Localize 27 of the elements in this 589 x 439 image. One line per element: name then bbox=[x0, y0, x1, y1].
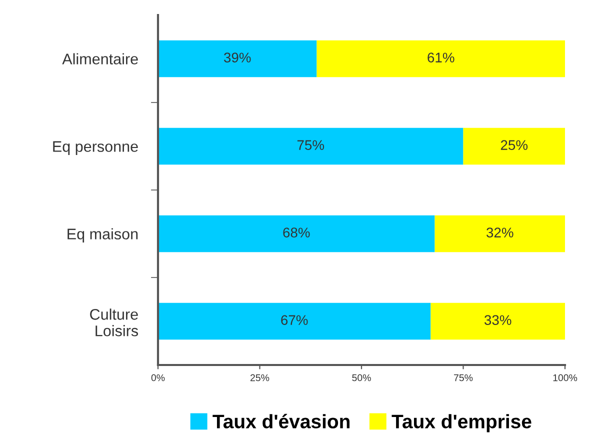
x-tick-label: 50% bbox=[352, 374, 371, 382]
y-tick-label: Eq personne bbox=[53, 141, 138, 155]
data-label: 75% bbox=[297, 140, 324, 150]
data-label: 67% bbox=[281, 315, 308, 325]
data-label: 33% bbox=[484, 315, 512, 325]
y-tick-label: Eq maison bbox=[68, 228, 138, 242]
bar bbox=[316, 40, 565, 78]
data-label: 25% bbox=[500, 140, 528, 150]
data-label: 61% bbox=[428, 52, 454, 62]
data-label: 39% bbox=[224, 52, 251, 62]
y-tick-label: Culture Loisirs bbox=[90, 308, 138, 336]
data-label: 68% bbox=[283, 228, 310, 238]
x-tick-label: 25% bbox=[250, 374, 270, 382]
legend-label: Taux d'emprise bbox=[392, 414, 532, 432]
bar bbox=[463, 128, 565, 165]
bar bbox=[158, 40, 317, 78]
x-tick-label: 100% bbox=[553, 374, 578, 382]
bar bbox=[158, 128, 464, 165]
bar bbox=[434, 215, 565, 252]
legend-label: Taux d'évasion bbox=[212, 414, 350, 428]
bar bbox=[430, 302, 565, 340]
bar bbox=[158, 215, 435, 252]
bar bbox=[158, 302, 431, 340]
data-label: 32% bbox=[486, 228, 514, 238]
x-tick-label: 0% bbox=[151, 374, 165, 382]
x-tick-label: 75% bbox=[454, 374, 473, 382]
y-tick-label: Alimentaire bbox=[62, 53, 138, 64]
